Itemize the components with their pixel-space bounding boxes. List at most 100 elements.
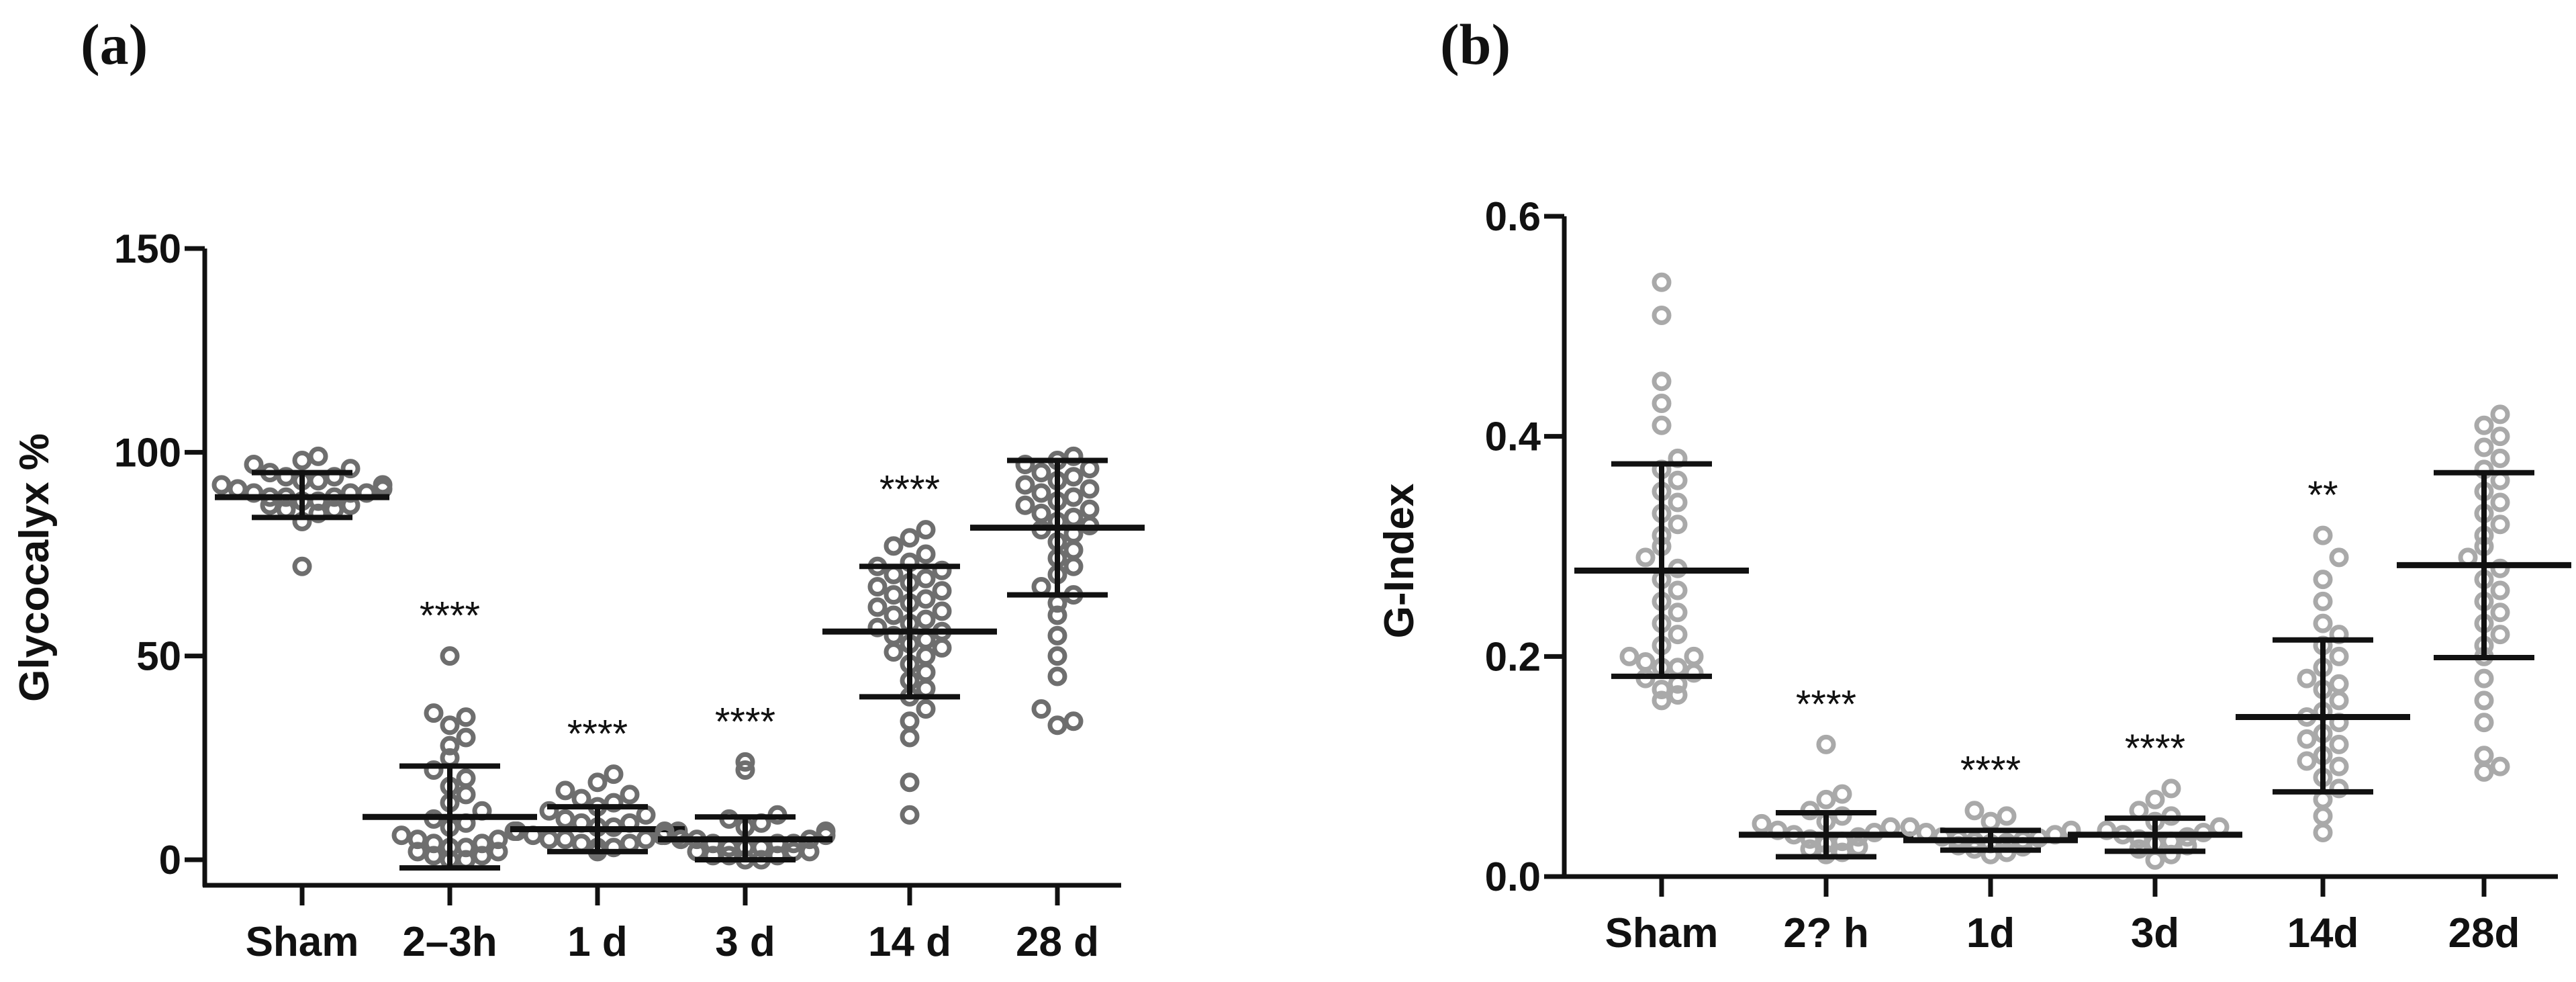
data-point — [1080, 499, 1100, 519]
data-point — [900, 727, 920, 748]
data-point — [2313, 613, 2333, 633]
x-tick-label: Sham — [1605, 910, 1719, 956]
data-point — [1668, 602, 1688, 623]
significance-label: **** — [879, 468, 940, 512]
panel-b-label: (b) — [1440, 12, 1511, 77]
data-point — [1652, 272, 1672, 292]
data-point — [1047, 605, 1067, 625]
data-point — [1063, 540, 1084, 560]
data-point — [488, 842, 508, 862]
panel-b: (b) G-Index 0.0 0.2 0.4 0.6 Sham 2? h **** 1d **… — [1376, 12, 2571, 956]
data-point — [916, 520, 936, 540]
data-point — [1668, 625, 1688, 645]
data-point — [916, 568, 936, 588]
significance-label: ** — [2307, 474, 2338, 517]
data-point — [2490, 404, 2510, 425]
data-point — [456, 707, 476, 727]
data-point — [2329, 734, 2349, 754]
data-point — [1015, 495, 1035, 515]
data-point — [916, 646, 936, 666]
data-point — [1832, 784, 1852, 804]
data-point — [1668, 470, 1688, 490]
y-tick-label: 0 — [159, 838, 181, 883]
data-point — [424, 834, 444, 854]
data-point — [1684, 646, 1704, 666]
significance-label: **** — [567, 713, 628, 756]
data-point — [1619, 646, 1639, 666]
data-point — [916, 589, 936, 609]
data-point — [1668, 685, 1688, 705]
significance-label: **** — [2125, 727, 2185, 770]
data-point — [1063, 556, 1084, 576]
data-point — [2145, 850, 2165, 870]
data-point — [2490, 602, 2510, 623]
data-point — [308, 446, 328, 466]
data-point — [900, 805, 920, 825]
data-point — [2161, 778, 2181, 799]
data-point — [1752, 813, 1772, 834]
data-point — [2474, 668, 2494, 688]
y-tick-label: 0.6 — [1485, 194, 1541, 239]
data-point — [900, 528, 920, 548]
data-point — [1652, 415, 1672, 435]
data-point — [440, 735, 460, 756]
data-point — [571, 789, 591, 809]
x-tick-label: 28d — [2448, 910, 2520, 956]
data-point — [308, 471, 328, 491]
data-point — [1031, 503, 1051, 523]
data-point — [1080, 479, 1100, 499]
data-point — [244, 455, 264, 475]
data-point — [2297, 668, 2317, 688]
data-point — [735, 760, 755, 780]
data-point — [916, 609, 936, 629]
x-tick-label: 14 d — [868, 919, 951, 965]
data-point — [1668, 492, 1688, 512]
data-point — [324, 467, 344, 487]
data-point — [424, 703, 444, 723]
data-point — [2490, 558, 2510, 578]
data-point — [916, 544, 936, 564]
data-point — [867, 577, 888, 597]
data-point — [2490, 625, 2510, 645]
data-point — [1047, 646, 1067, 666]
data-point — [2490, 580, 2510, 600]
data-point — [1668, 515, 1688, 535]
data-point — [587, 772, 608, 793]
data-point — [1981, 811, 2001, 832]
data-point — [2313, 591, 2333, 611]
data-point — [1652, 305, 1672, 325]
data-point — [2145, 789, 2165, 809]
data-point — [604, 793, 624, 813]
data-point — [2329, 646, 2349, 666]
y-tick-label: 0.0 — [1485, 854, 1541, 899]
y-tick-label: 150 — [114, 226, 181, 271]
data-point — [1047, 666, 1067, 686]
data-point — [1047, 593, 1067, 613]
significance-label: **** — [420, 594, 480, 638]
data-point — [916, 699, 936, 719]
data-point — [1652, 371, 1672, 392]
data-point — [884, 585, 904, 605]
x-tick-label: Sham — [246, 919, 359, 965]
data-point — [2474, 762, 2494, 782]
data-point — [1900, 817, 1920, 837]
data-point — [391, 825, 412, 846]
data-point — [932, 601, 952, 621]
data-point — [2313, 570, 2333, 590]
data-point — [2490, 448, 2510, 468]
data-point — [1063, 507, 1084, 527]
data-point — [604, 764, 624, 785]
data-point — [2313, 525, 2333, 545]
data-point — [1816, 789, 1836, 809]
data-point — [900, 772, 920, 793]
data-point — [884, 564, 904, 584]
x-tick-label: 2? h — [1783, 910, 1868, 956]
panel-b-plot: 0.0 0.2 0.4 0.6 Sham 2? h **** 1d **** 3d **** 14d *… — [1485, 194, 2571, 956]
data-point — [800, 842, 820, 862]
data-point — [1031, 577, 1051, 597]
data-point — [2490, 756, 2510, 776]
data-point — [1015, 475, 1035, 495]
data-point — [1652, 679, 1672, 699]
data-point — [2313, 806, 2333, 826]
